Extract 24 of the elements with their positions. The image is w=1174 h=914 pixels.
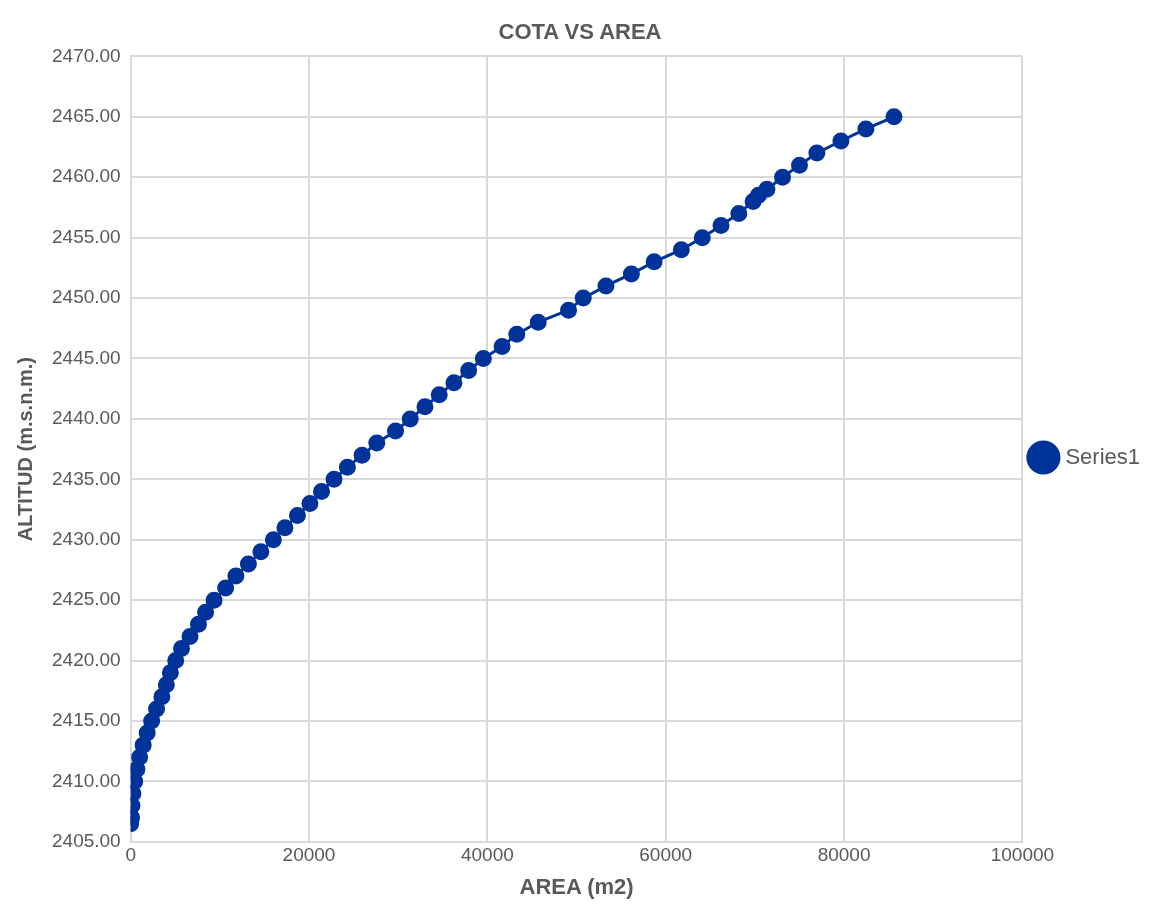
y-tick-label: 2460.00 (51, 165, 121, 187)
chart-title: COTA VS AREA (498, 19, 662, 45)
x-tick-label: 60000 (639, 844, 693, 866)
x-tick-label: 0 (125, 844, 136, 866)
y-tick-label: 2430.00 (51, 527, 121, 549)
y-tick-label: 2450.00 (51, 286, 121, 308)
x-tick-label: 100000 (990, 844, 1055, 866)
y-tick-label: 2410.00 (51, 769, 121, 791)
legend-label: Series1 (1065, 443, 1140, 469)
y-tick-label: 2405.00 (51, 830, 121, 852)
y-tick-label: 2455.00 (51, 225, 121, 247)
y-tick-label: 2470.00 (51, 44, 121, 66)
y-tick-label: 2440.00 (51, 407, 121, 429)
y-axis-title: ALTITUD (m.s.n.m.) (13, 357, 36, 542)
x-tick-label: 40000 (460, 844, 514, 866)
x-tick-label: 80000 (817, 844, 871, 866)
x-axis-title: AREA (m2) (519, 873, 634, 899)
y-tick-label: 2425.00 (51, 588, 121, 610)
y-tick-label: 2445.00 (51, 346, 121, 368)
y-tick-label: 2465.00 (51, 105, 121, 127)
y-tick-label: 2435.00 (51, 467, 121, 489)
y-tick-label: 2415.00 (51, 709, 121, 731)
x-tick-label: 20000 (282, 844, 336, 866)
y-tick-label: 2420.00 (51, 648, 121, 670)
